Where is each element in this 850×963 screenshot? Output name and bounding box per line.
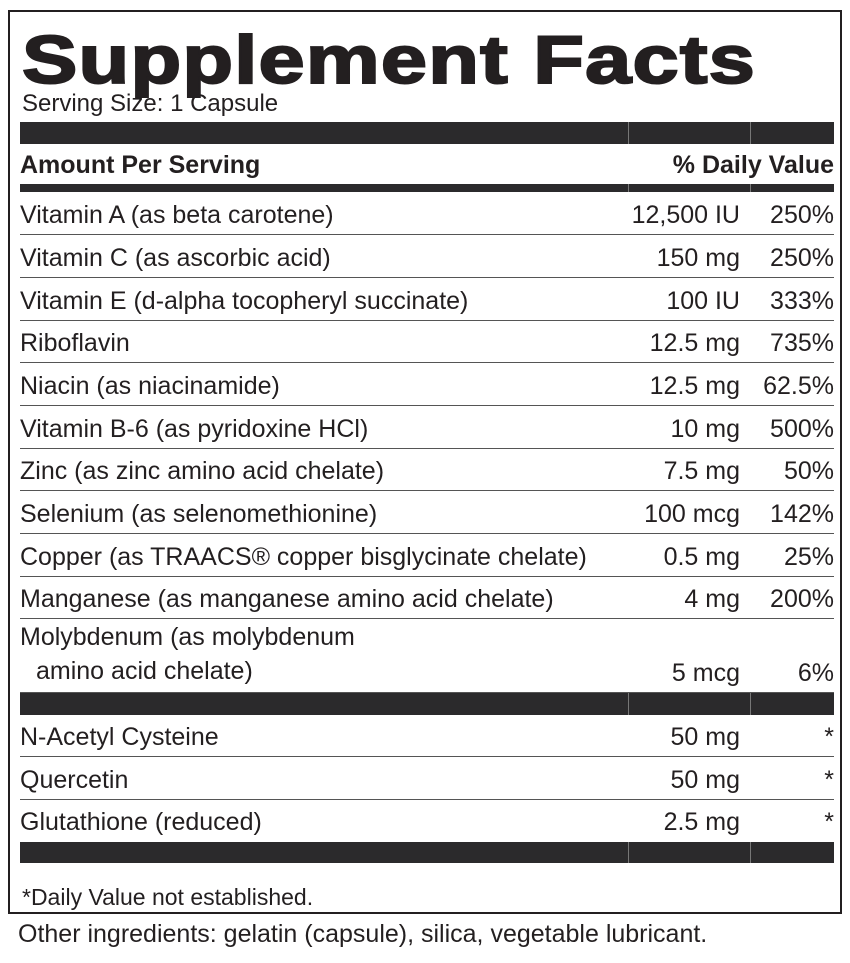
nutrient-dv: * bbox=[824, 765, 834, 794]
nutrient-row: Glutathione (reduced) 2.5 mg * bbox=[20, 800, 834, 841]
serving-size: Serving Size: 1 Capsule bbox=[22, 90, 279, 117]
nutrient-name: Selenium (as selenomethionine) bbox=[20, 500, 378, 529]
nutrient-row: Vitamin C (as ascorbic acid) 150 mg 250% bbox=[20, 236, 834, 278]
nutrient-row: N-Acetyl Cysteine 50 mg * bbox=[20, 715, 834, 757]
nutrient-row: Zinc (as zinc amino acid chelate) 7.5 mg 5… bbox=[20, 449, 834, 492]
nutrient-dv: 142% bbox=[770, 500, 834, 529]
nutrient-name: Vitamin E (d-alpha tocopheryl succinate) bbox=[20, 286, 469, 315]
nutrient-name: Vitamin C (as ascorbic acid) bbox=[20, 243, 331, 272]
nutrient-name: Glutathione (reduced) bbox=[20, 808, 262, 836]
panel-title: Supplement Facts bbox=[21, 22, 757, 98]
nutrient-row: Vitamin A (as beta carotene) 12,500 IU 250… bbox=[20, 193, 834, 236]
nutrient-dv: 6% bbox=[797, 659, 834, 687]
divider-bar bbox=[20, 842, 834, 863]
nutrient-amount: 2.5 mg bbox=[663, 808, 740, 836]
nutrient-dv: 735% bbox=[770, 329, 834, 358]
nutrient-dv: 50% bbox=[783, 457, 834, 486]
nutrient-row: Copper (as TRAACS® copper bisglycinate c… bbox=[20, 535, 834, 577]
nutrient-name: Niacin (as niacinamide) bbox=[20, 371, 280, 400]
nutrient-amount: 12.5 mg bbox=[649, 329, 740, 358]
nutrient-dv: 333% bbox=[770, 286, 834, 315]
nutrient-amount: 50 mg bbox=[670, 765, 740, 794]
nutrient-name: Copper (as TRAACS® copper bisglycinate c… bbox=[20, 542, 587, 571]
divider-bar bbox=[20, 693, 834, 715]
nutrient-row: Quercetin 50 mg * bbox=[20, 758, 834, 800]
nutrient-name: Riboflavin bbox=[20, 329, 130, 358]
nutrient-amount: 7.5 mg bbox=[663, 457, 740, 486]
nutrient-dv: 250% bbox=[770, 243, 834, 272]
nutrient-name: Quercetin bbox=[20, 765, 129, 794]
nutrient-name: Molybdenum (as molybdenum bbox=[20, 623, 355, 651]
nutrient-amount: 5 mcg bbox=[671, 659, 740, 687]
nutrient-amount: 100 mcg bbox=[644, 500, 740, 529]
nutrient-name: Zinc (as zinc amino acid chelate) bbox=[20, 457, 385, 486]
nutrient-dv: * bbox=[824, 808, 834, 836]
supplement-facts-panel: Supplement Facts Serving Size: 1 Capsule… bbox=[8, 10, 842, 914]
nutrient-row: Vitamin E (d-alpha tocopheryl succinate)… bbox=[20, 278, 834, 321]
nutrient-name: Manganese (as manganese amino acid chela… bbox=[20, 585, 554, 614]
nutrient-name: Vitamin B-6 (as pyridoxine HCl) bbox=[20, 414, 369, 443]
nutrient-dv: 25% bbox=[783, 542, 834, 571]
amount-per-serving-label: Amount Per Serving bbox=[20, 151, 261, 179]
nutrient-amount: 12.5 mg bbox=[649, 371, 740, 400]
nutrient-amount: 12,500 IU bbox=[631, 201, 740, 230]
footnote: *Daily Value not established. bbox=[22, 884, 314, 910]
nutrient-amount: 50 mg bbox=[670, 723, 740, 751]
nutrient-row: Manganese (as manganese amino acid chela… bbox=[20, 577, 834, 620]
nutrient-dv: * bbox=[824, 723, 834, 751]
divider-bar bbox=[20, 184, 834, 192]
nutrient-dv: 62.5% bbox=[763, 371, 834, 400]
nutrient-dv: 500% bbox=[770, 414, 834, 443]
nutrient-dv: 250% bbox=[770, 201, 834, 230]
nutrient-row-molybdenum: Molybdenum (as molybdenum amino acid che… bbox=[20, 620, 834, 693]
header-row: Amount Per Serving % Daily Value bbox=[20, 144, 834, 184]
nutrient-amount: 10 mg bbox=[670, 414, 740, 443]
nutrient-row: Vitamin B-6 (as pyridoxine HCl) 10 mg 500% bbox=[20, 407, 834, 449]
other-ingredients: Other ingredients: gelatin (capsule), si… bbox=[18, 920, 708, 948]
nutrient-amount: 4 mg bbox=[684, 585, 740, 614]
nutrient-amount: 150 mg bbox=[656, 243, 740, 272]
nutrient-amount: 0.5 mg bbox=[663, 542, 740, 571]
nutrient-name-cont: amino acid chelate) bbox=[36, 657, 253, 685]
divider-bar bbox=[20, 122, 834, 144]
nutrient-row: Selenium (as selenomethionine) 100 mcg 142… bbox=[20, 492, 834, 535]
nutrient-row: Niacin (as niacinamide) 12.5 mg 62.5% bbox=[20, 364, 834, 406]
nutrient-name: N-Acetyl Cysteine bbox=[20, 723, 219, 751]
nutrient-dv: 200% bbox=[770, 585, 834, 614]
nutrient-name: Vitamin A (as beta carotene) bbox=[20, 201, 334, 230]
nutrient-row: Riboflavin 12.5 mg 735% bbox=[20, 321, 834, 364]
daily-value-label: % Daily Value bbox=[672, 151, 834, 179]
nutrient-amount: 100 IU bbox=[666, 286, 740, 315]
